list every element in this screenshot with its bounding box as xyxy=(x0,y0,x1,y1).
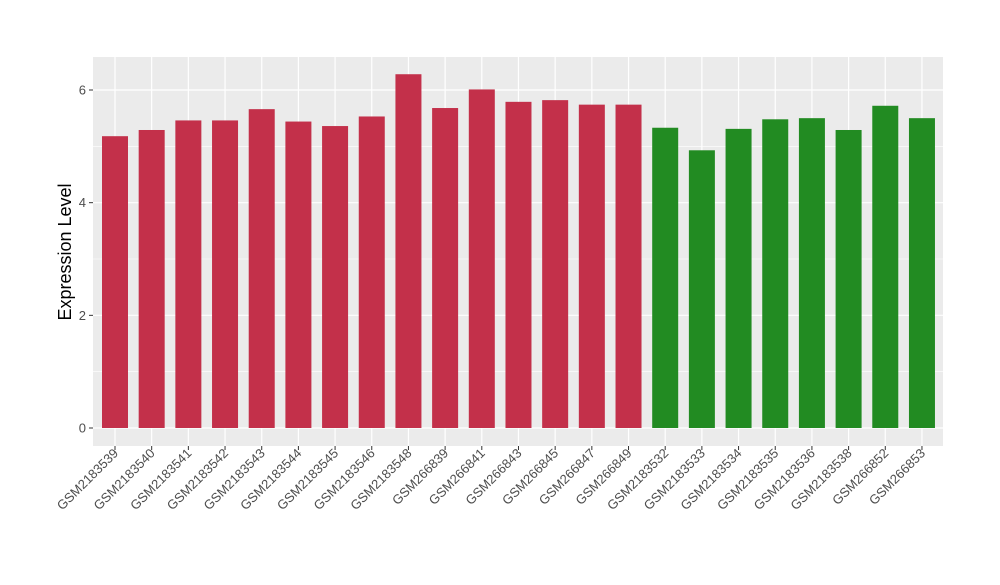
bar-GSM2183548 xyxy=(395,74,422,428)
bar-GSM266853 xyxy=(908,118,935,429)
bar-GSM266841 xyxy=(468,89,495,428)
bar-GSM266847 xyxy=(578,104,605,428)
y-tick-label: 6 xyxy=(79,83,86,98)
bar-GSM2183543 xyxy=(248,109,275,429)
y-tick-label: 4 xyxy=(79,195,86,210)
bars-layer xyxy=(102,74,935,429)
bar-GSM2183540 xyxy=(138,129,165,428)
bar-GSM266849 xyxy=(615,104,642,428)
bar-GSM2183535 xyxy=(762,119,789,428)
bar-GSM266845 xyxy=(542,100,569,428)
bar-GSM2183536 xyxy=(798,118,825,429)
bar-GSM2183532 xyxy=(652,127,679,428)
bar-GSM2183544 xyxy=(285,121,312,429)
bar-GSM266839 xyxy=(432,108,459,428)
bar-GSM2183534 xyxy=(725,128,752,428)
y-tick-label: 2 xyxy=(79,308,86,323)
bar-GSM2183542 xyxy=(212,120,239,429)
y-axis: 0 2 4 6 xyxy=(79,83,93,436)
bar-GSM2183545 xyxy=(322,126,349,428)
bar-GSM2183533 xyxy=(688,150,715,428)
x-axis: GSM2183539GSM2183540GSM2183541GSM2183542… xyxy=(54,446,928,513)
bar-GSM2183546 xyxy=(358,116,385,428)
bar-GSM2183538 xyxy=(835,129,862,428)
y-axis-label: Expression Level xyxy=(55,183,75,320)
bar-GSM2183539 xyxy=(102,136,128,428)
bar-GSM2183541 xyxy=(175,120,202,429)
bar-GSM266852 xyxy=(872,105,899,429)
bar-GSM266843 xyxy=(505,101,532,428)
y-tick-label: 0 xyxy=(79,421,86,436)
